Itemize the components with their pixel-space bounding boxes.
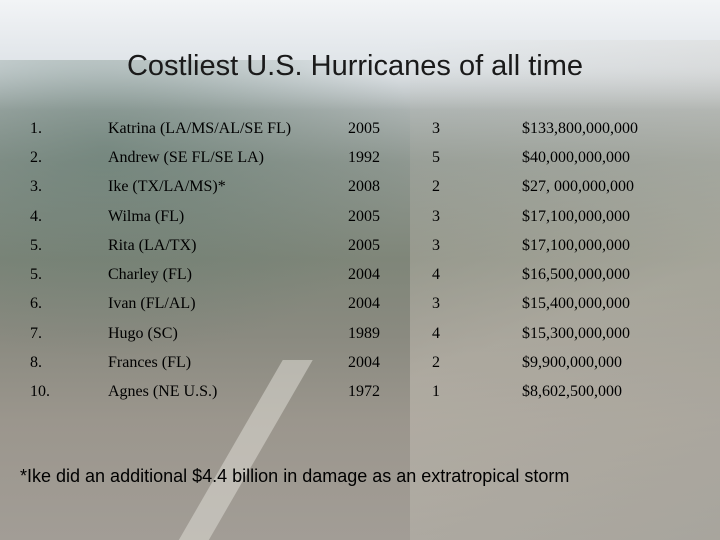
year-cell: 1989 <box>348 324 380 342</box>
name-cell: Rita (LA/TX) <box>108 236 197 254</box>
rank-cell: 2. <box>30 148 42 166</box>
year-cell: 1972 <box>348 383 380 401</box>
name-cell: Frances (FL) <box>108 354 192 372</box>
rank-cell: 4. <box>30 207 42 225</box>
cost-cell: $16,500,000,000 <box>522 266 630 284</box>
cost-cell: $27, 000,000,000 <box>522 178 634 196</box>
background-photo-water <box>0 60 420 360</box>
category-cell: 3 <box>432 236 440 254</box>
table-row: 1. Katrina (LA/MS/AL/SE FL) 2005 3 $133,800,… <box>22 114 692 143</box>
footnote: *Ike did an additional $4.4 billion in d… <box>20 466 570 486</box>
name-cell: Katrina (LA/MS/AL/SE FL) <box>108 119 292 137</box>
name-cell: Ivan (FL/AL) <box>108 295 196 313</box>
table-row: 6. Ivan (FL/AL) 2004 3 $15,400,000,000 <box>22 290 692 319</box>
cost-cell: $8,602,500,000 <box>522 383 622 401</box>
year-cell: 2005 <box>348 236 380 254</box>
name-cell: Wilma (FL) <box>108 207 185 225</box>
table-row: 4. Wilma (FL) 2005 3 $17,100,000,000 <box>22 202 692 231</box>
rank-cell: 6. <box>30 295 42 313</box>
year-cell: 2005 <box>348 207 380 225</box>
year-cell: 2005 <box>348 119 380 137</box>
name-cell: Charley (FL) <box>108 266 192 284</box>
category-cell: 5 <box>432 148 440 166</box>
table-row: 10. Agnes (NE U.S.) 1972 1 $8,602,500,000 <box>22 378 692 407</box>
rank-cell: 3. <box>30 178 42 196</box>
table-row: 7. Hugo (SC) 1989 4 $15,300,000,000 <box>22 319 692 348</box>
category-cell: 1 <box>432 383 440 401</box>
table-row: 5. Charley (FL) 2004 4 $16,500,000,000 <box>22 260 692 289</box>
category-cell: 4 <box>432 266 440 284</box>
name-cell: Hugo (SC) <box>108 324 178 342</box>
category-cell: 4 <box>432 324 440 342</box>
table-row: 3. Ike (TX/LA/MS)* 2008 2 $27, 000,000,000 <box>22 173 692 202</box>
cost-cell: $15,300,000,000 <box>522 324 630 342</box>
year-cell: 2004 <box>348 354 380 372</box>
table-row: 8. Frances (FL) 2004 2 $9,900,000,000 <box>22 348 692 377</box>
table-row: 5. Rita (LA/TX) 2005 3 $17,100,000,000 <box>22 231 692 260</box>
cost-cell: $17,100,000,000 <box>522 236 630 254</box>
rank-cell: 1. <box>30 119 42 137</box>
category-cell: 3 <box>432 119 440 137</box>
rank-cell: 8. <box>30 354 42 372</box>
cost-cell: $40,000,000,000 <box>522 148 630 166</box>
cost-cell: $15,400,000,000 <box>522 295 630 313</box>
year-cell: 2004 <box>348 295 380 313</box>
category-cell: 3 <box>432 207 440 225</box>
category-cell: 2 <box>432 354 440 372</box>
hurricane-cost-table: 1. Katrina (LA/MS/AL/SE FL) 2005 3 $133,800,… <box>22 114 692 407</box>
year-cell: 2008 <box>348 178 380 196</box>
cost-cell: $133,800,000,000 <box>522 119 638 137</box>
cost-cell: $9,900,000,000 <box>522 354 622 372</box>
rank-cell: 10. <box>30 383 50 401</box>
rank-cell: 5. <box>30 266 42 284</box>
name-cell: Agnes (NE U.S.) <box>108 383 218 401</box>
slide-title: Costliest U.S. Hurricanes of all time <box>126 50 584 82</box>
cost-cell: $17,100,000,000 <box>522 207 630 225</box>
name-cell: Ike (TX/LA/MS)* <box>108 178 226 196</box>
year-cell: 2004 <box>348 266 380 284</box>
table-row: 2. Andrew (SE FL/SE LA) 1992 5 $40,000,000,0… <box>22 143 692 172</box>
rank-cell: 5. <box>30 236 42 254</box>
year-cell: 1992 <box>348 148 380 166</box>
rank-cell: 7. <box>30 324 42 342</box>
name-cell: Andrew (SE FL/SE LA) <box>108 148 264 166</box>
category-cell: 2 <box>432 178 440 196</box>
background-photo-shoreline <box>410 40 720 540</box>
hurricane-rows: 1. Katrina (LA/MS/AL/SE FL) 2005 3 $133,800,… <box>22 114 692 407</box>
category-cell: 3 <box>432 295 440 313</box>
